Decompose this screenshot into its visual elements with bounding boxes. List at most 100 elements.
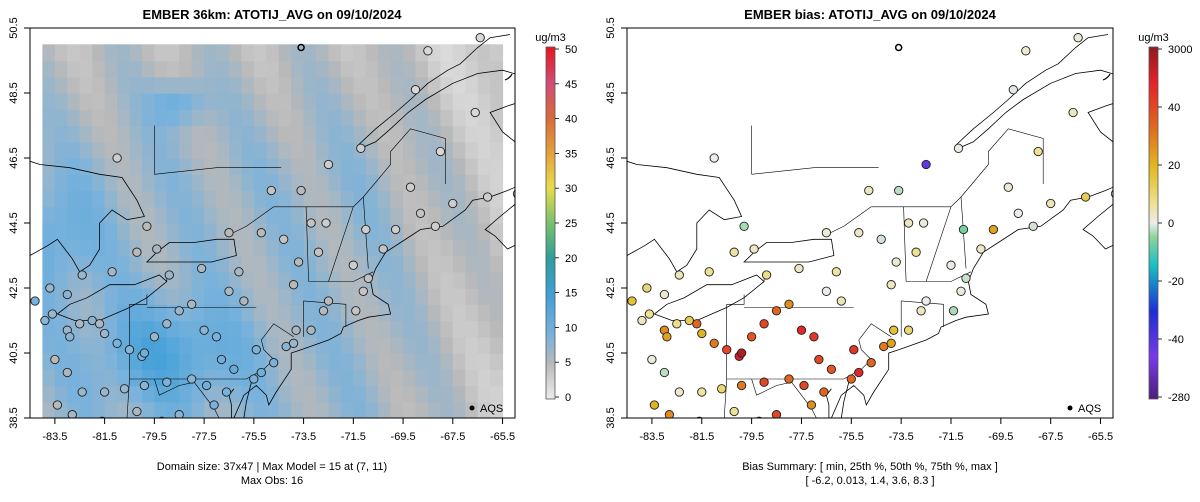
grid-cell [440,223,454,240]
grid-cell [266,271,280,289]
grid-cell [241,76,255,94]
grid-cell [303,109,317,127]
aqs-station-marker [67,410,77,418]
grid-cell [54,125,68,143]
grid-cell [92,109,106,127]
grid-cell [204,255,218,273]
grid-cell [67,44,81,62]
grid-cell [54,255,68,273]
aqs-station-marker [199,325,209,335]
state-boundary [193,382,220,418]
grid-cell [303,141,317,159]
grid-cell [427,125,441,143]
grid-cell [340,93,354,110]
grid-cell [92,223,106,240]
grid-cell [390,93,404,110]
grid-cell [465,353,479,370]
grid-cell [440,369,454,387]
aqs-station-marker [916,306,926,316]
y-tick-label: 44.5 [605,212,617,233]
aqs-station-marker [889,325,899,335]
aqs-station-marker [662,332,672,342]
grid-cell [303,401,317,418]
grid-cell [452,385,466,403]
x-tick-label: -71.5 [341,431,366,443]
grid-cell [216,76,230,94]
aqs-station-marker [224,228,234,238]
aqs-station-marker [736,380,747,391]
grid-cell [92,93,106,110]
grid-cell [378,304,392,322]
grid-cell [141,141,155,159]
grid-cell [191,76,205,94]
grid-cell [191,223,205,240]
grid-cell [415,125,429,143]
grid-cell [104,174,118,192]
grid-cell [166,44,180,62]
grid-cell [415,239,429,257]
grid-cell [278,44,292,62]
aqs-station-marker [948,306,959,316]
grid-cell [92,60,106,78]
grid-cell [204,158,218,175]
grid-cell [490,174,504,192]
colorbar-tick-label: -20 [1168,276,1184,288]
grid-cell [54,174,68,192]
grid-cell [378,93,392,110]
grid-cell [477,336,491,354]
grid-cell [166,76,180,94]
aqs-station-marker [164,270,174,280]
grid-cell [378,60,392,78]
grid-cell [266,44,280,62]
grid-cell [390,304,404,322]
y-tick-label: 42.5 [8,277,20,298]
grid-cell [253,353,267,370]
grid-cell [477,320,491,338]
grid-cell [67,271,81,289]
grid-cell [117,271,131,289]
grid-cell [42,255,56,273]
grid-cell [316,320,329,338]
grid-cell [204,288,218,305]
aqs-station-marker [826,364,837,374]
aqs-station-marker [876,234,886,244]
aqs-station-marker [717,384,727,394]
grid-cell [179,223,193,240]
grid-cell [67,385,81,403]
grid-cell [204,76,218,94]
aqs-station-marker [323,296,334,306]
grid-cell [440,158,454,175]
grid-cell [303,239,317,257]
grid-cell [179,255,193,273]
grid-cell [291,76,305,94]
aqs-station-marker [674,387,684,397]
grid-cell [390,190,404,208]
grid-cell [129,255,143,273]
grid-cell [291,401,305,418]
aqs-station-marker [958,224,969,235]
grid-cell [465,271,479,289]
aqs-stations [30,33,515,418]
grid-cell [67,174,81,192]
grid-cell [117,223,131,240]
grid-cell [316,401,329,418]
grid-cell [117,255,131,273]
grid-cell [303,353,317,370]
grid-cell [253,385,267,403]
grid-cell [154,255,168,273]
grid-cell [253,109,267,127]
grid-cell [129,223,143,240]
grid-cell [92,401,106,418]
grid-cell [191,174,205,192]
grid-cell [129,109,143,127]
grid-cell [141,271,155,289]
grid-cell [42,336,56,354]
grid-cell [179,239,193,257]
grid-cell [365,190,379,208]
grid-cell [378,320,392,338]
grid-cell [490,109,504,127]
y-tick-label: 50.5 [8,17,20,38]
grid-cell [179,141,193,159]
grid-cell [191,158,205,175]
